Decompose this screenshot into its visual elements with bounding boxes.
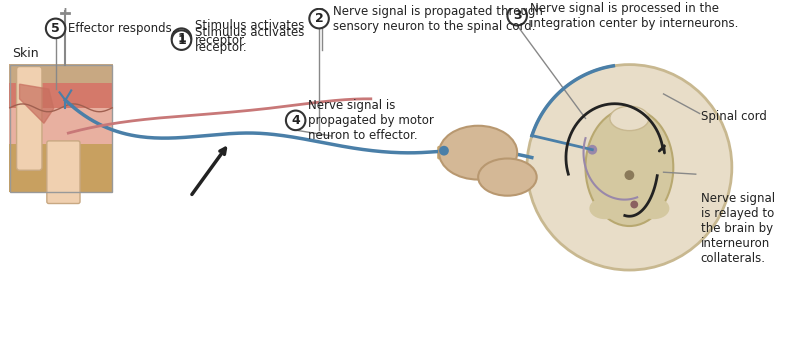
Ellipse shape bbox=[439, 126, 517, 180]
Circle shape bbox=[527, 65, 732, 270]
Text: Nerve signal is processed in the
integration center by interneurons.: Nerve signal is processed in the integra… bbox=[530, 2, 739, 30]
Text: Skin: Skin bbox=[12, 47, 39, 60]
Text: Stimulus activates
receptor.: Stimulus activates receptor. bbox=[195, 19, 305, 47]
Circle shape bbox=[309, 9, 329, 28]
Text: Nerve signal
is relayed to
the brain by
interneuron
collaterals.: Nerve signal is relayed to the brain by … bbox=[701, 192, 775, 265]
Text: 2: 2 bbox=[315, 12, 323, 25]
Ellipse shape bbox=[585, 109, 673, 226]
Text: Nerve signal is
propagated by motor
neuron to effector.: Nerve signal is propagated by motor neur… bbox=[308, 99, 434, 142]
Bar bbox=[9, 65, 112, 192]
Ellipse shape bbox=[478, 159, 537, 196]
Ellipse shape bbox=[589, 197, 621, 219]
FancyBboxPatch shape bbox=[9, 107, 113, 144]
FancyBboxPatch shape bbox=[9, 82, 113, 108]
Circle shape bbox=[286, 111, 305, 130]
Polygon shape bbox=[20, 84, 54, 123]
Circle shape bbox=[630, 201, 638, 208]
Circle shape bbox=[46, 19, 65, 38]
Text: 1: 1 bbox=[177, 34, 186, 46]
Circle shape bbox=[625, 170, 634, 180]
FancyBboxPatch shape bbox=[47, 141, 80, 204]
Ellipse shape bbox=[610, 106, 649, 131]
Text: 5: 5 bbox=[51, 22, 60, 35]
FancyBboxPatch shape bbox=[9, 64, 113, 83]
FancyBboxPatch shape bbox=[9, 143, 113, 192]
Circle shape bbox=[588, 145, 597, 155]
Text: Stimulus activates
receptor.: Stimulus activates receptor. bbox=[195, 26, 305, 54]
Text: 3: 3 bbox=[513, 9, 522, 22]
Text: 4: 4 bbox=[291, 114, 300, 127]
FancyBboxPatch shape bbox=[17, 66, 42, 170]
FancyBboxPatch shape bbox=[437, 146, 490, 159]
Text: Nerve signal is propagated through
sensory neuron to the spinal cord.: Nerve signal is propagated through senso… bbox=[333, 5, 543, 33]
Circle shape bbox=[439, 146, 449, 156]
Text: 1: 1 bbox=[177, 32, 186, 45]
Circle shape bbox=[507, 6, 527, 25]
Ellipse shape bbox=[638, 197, 669, 219]
Circle shape bbox=[172, 30, 191, 50]
Text: Spinal cord: Spinal cord bbox=[701, 110, 766, 123]
Text: Effector responds.: Effector responds. bbox=[69, 22, 176, 35]
Circle shape bbox=[172, 28, 191, 48]
